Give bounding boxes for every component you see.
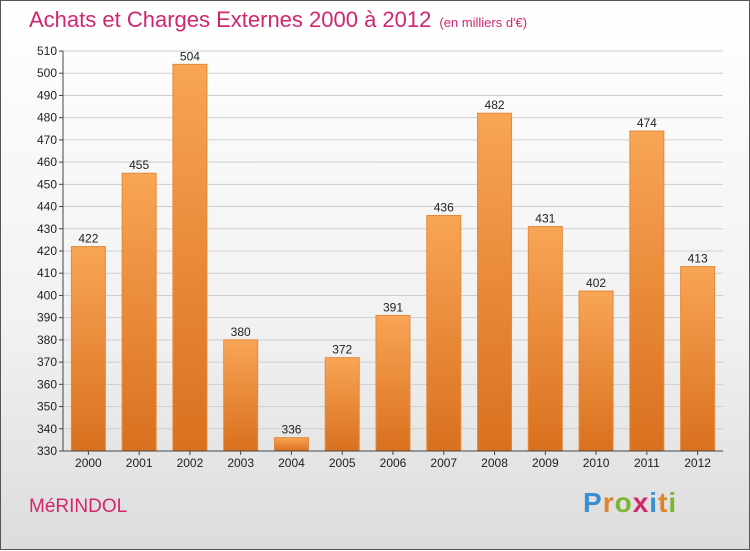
data-label: 422 xyxy=(78,232,98,246)
data-label: 402 xyxy=(586,276,606,290)
x-tick-label: 2003 xyxy=(227,456,254,470)
y-tick-label: 430 xyxy=(37,222,57,236)
x-tick-label: 2007 xyxy=(430,456,457,470)
y-tick-labels: 330 340 350 360 370 380 390 400 410 420 430 440 450 4… xyxy=(37,44,57,458)
bar xyxy=(121,172,157,452)
logo-letter: o xyxy=(614,487,633,518)
y-tick-label: 410 xyxy=(37,266,57,280)
chart-title: Achats et Charges Externes 2000 à 2012 (e… xyxy=(29,7,527,33)
logo-letter: t xyxy=(658,487,669,518)
data-label: 380 xyxy=(231,325,251,339)
data-label: 391 xyxy=(383,300,403,314)
logo-letter: i xyxy=(649,487,659,518)
bar xyxy=(223,339,259,452)
commune-name: MéRINDOL xyxy=(29,496,128,517)
data-labels: 422 455 504 380 336 372 391 436 482 431 402 474 413 xyxy=(78,49,708,436)
logo-letter: i xyxy=(668,487,678,518)
x-tick-label: 2010 xyxy=(583,456,610,470)
data-label: 413 xyxy=(688,252,708,266)
bar xyxy=(375,314,411,452)
x-tick-label: 2002 xyxy=(177,456,204,470)
data-label: 372 xyxy=(332,343,352,357)
x-tick-label: 2012 xyxy=(684,456,711,470)
x-tick-label: 2006 xyxy=(380,456,407,470)
data-label: 474 xyxy=(637,116,657,130)
y-tick-label: 360 xyxy=(37,377,57,391)
bar xyxy=(426,214,462,452)
y-tick-label: 330 xyxy=(37,444,57,458)
x-tick-label: 2008 xyxy=(481,456,508,470)
y-tick-label: 340 xyxy=(37,422,57,436)
x-tick-label: 2011 xyxy=(634,456,660,470)
bar xyxy=(527,226,563,452)
x-tick-label: 2000 xyxy=(75,456,102,470)
bar xyxy=(629,130,665,452)
bars xyxy=(70,63,716,452)
y-tick-label: 440 xyxy=(37,200,57,214)
y-tick-label: 470 xyxy=(37,133,57,147)
y-tick-label: 390 xyxy=(37,311,57,325)
data-label: 431 xyxy=(535,212,555,226)
data-label: 504 xyxy=(180,49,200,63)
y-tick-label: 350 xyxy=(37,400,57,414)
y-tick-label: 510 xyxy=(37,44,57,58)
data-label: 455 xyxy=(129,158,149,172)
bar xyxy=(680,266,716,452)
y-tick-label: 450 xyxy=(37,177,57,191)
y-tick-label: 420 xyxy=(37,244,57,258)
bar xyxy=(578,290,614,452)
x-tick-label: 2009 xyxy=(532,456,559,470)
x-tick-label: 2001 xyxy=(126,456,153,470)
logo-letter: r xyxy=(602,487,615,518)
data-label: 336 xyxy=(281,423,301,437)
bar xyxy=(477,112,513,452)
x-tick-label: 2005 xyxy=(329,456,356,470)
y-tick-label: 480 xyxy=(37,111,57,125)
chart-unit: (en milliers d'€) xyxy=(439,15,528,30)
bar xyxy=(172,63,208,452)
bar xyxy=(273,437,309,452)
bar xyxy=(70,246,106,452)
y-tick-label: 500 xyxy=(37,66,57,80)
x-tick-label: 2004 xyxy=(278,456,305,470)
data-label: 436 xyxy=(434,200,454,214)
y-tick-label: 380 xyxy=(37,333,57,347)
y-tick-label: 460 xyxy=(37,155,57,169)
y-tick-label: 400 xyxy=(37,288,57,302)
x-tick-labels: 2000 2001 2002 2003 2004 2005 2006 2007 2008 2009… xyxy=(75,451,711,470)
bar xyxy=(324,357,360,452)
chart-title-text: Achats et Charges Externes 2000 à 2012 xyxy=(29,7,432,32)
y-tick-label: 490 xyxy=(37,88,57,102)
logo-letter: P xyxy=(583,487,603,518)
proxiti-logo: Proxiti xyxy=(583,487,677,519)
logo-letter: x xyxy=(632,487,650,518)
data-label: 482 xyxy=(485,98,505,112)
y-tick-label: 370 xyxy=(37,355,57,369)
